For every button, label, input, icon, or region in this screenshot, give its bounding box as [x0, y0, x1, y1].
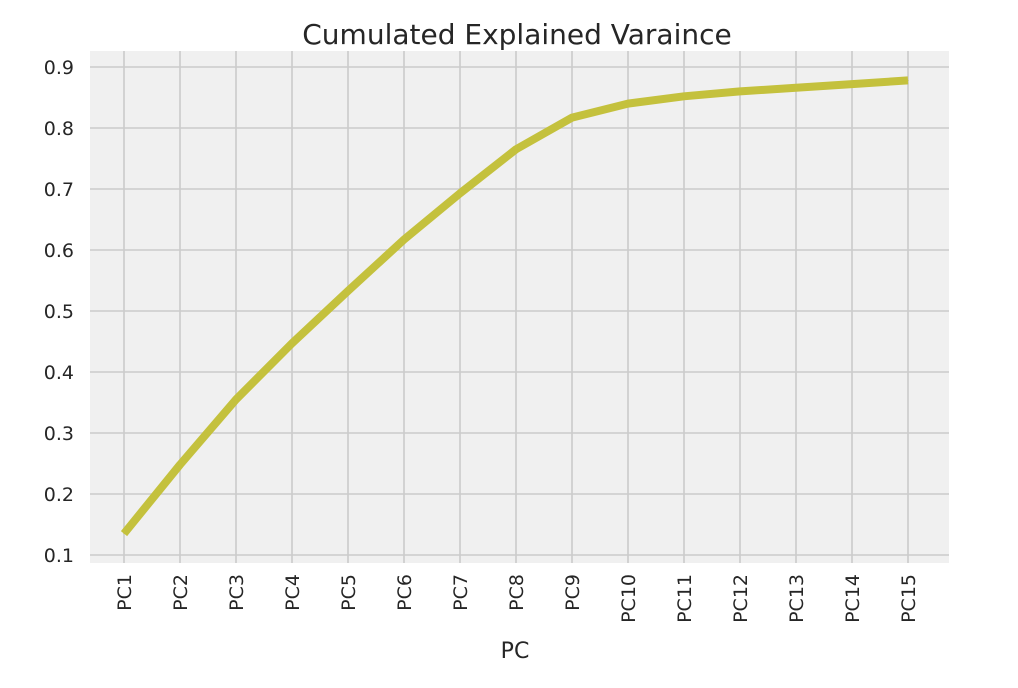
y-tick-label: 0.3 [44, 423, 74, 445]
y-tick-label: 0.9 [44, 57, 74, 79]
y-tick-label: 0.2 [44, 484, 74, 506]
data-point [347, 290, 349, 292]
data-point [795, 87, 797, 89]
y-tick-label: 0.1 [44, 545, 74, 567]
y-tick-label: 0.6 [44, 240, 74, 262]
x-tick-label: PC14 [842, 574, 864, 623]
data-point [123, 533, 125, 535]
x-tick-label: PC11 [674, 574, 696, 623]
x-tick-label: PC15 [898, 574, 920, 623]
data-point [851, 83, 853, 85]
x-axis-ticks: PC1 PC2 PC3 PC4 PC5 PC6 PC7 PC8 PC9 PC10 PC11 PC12 P… [114, 574, 920, 623]
x-tick-label: PC3 [226, 574, 248, 611]
data-point [739, 90, 741, 92]
data-point [515, 148, 517, 150]
x-tick-label: PC10 [618, 574, 640, 623]
y-tick-label: 0.5 [44, 301, 74, 323]
y-axis-ticks: 0.1 0.2 0.3 0.4 0.5 0.6 0.7 0.8 0.9 [44, 57, 74, 567]
plot-area [90, 51, 949, 563]
x-tick-label: PC7 [450, 574, 472, 611]
data-point [459, 192, 461, 194]
chart-title: Cumulated Explained Varaince [302, 18, 732, 51]
series-layer [120, 76, 909, 537]
x-tick-label: PC4 [282, 574, 304, 611]
x-tick-label: PC6 [394, 574, 416, 611]
data-point [907, 79, 909, 81]
data-point [571, 117, 573, 119]
grid [90, 51, 949, 563]
data-point [627, 103, 629, 105]
y-tick-label: 0.7 [44, 179, 74, 201]
x-tick-label: PC8 [506, 574, 528, 611]
data-point [235, 398, 237, 400]
x-tick-label: PC12 [730, 574, 752, 623]
x-axis-label: PC [501, 639, 530, 664]
data-point [403, 239, 405, 241]
x-tick-label: PC1 [114, 574, 136, 611]
x-tick-label: PC9 [562, 574, 584, 611]
y-tick-label: 0.4 [44, 362, 74, 384]
x-tick-label: PC5 [338, 574, 360, 611]
x-tick-label: PC2 [170, 574, 192, 611]
x-tick-label: PC13 [786, 574, 808, 623]
data-point [291, 342, 293, 344]
data-point [683, 95, 685, 97]
y-tick-label: 0.8 [44, 118, 74, 140]
data-point [179, 464, 181, 466]
